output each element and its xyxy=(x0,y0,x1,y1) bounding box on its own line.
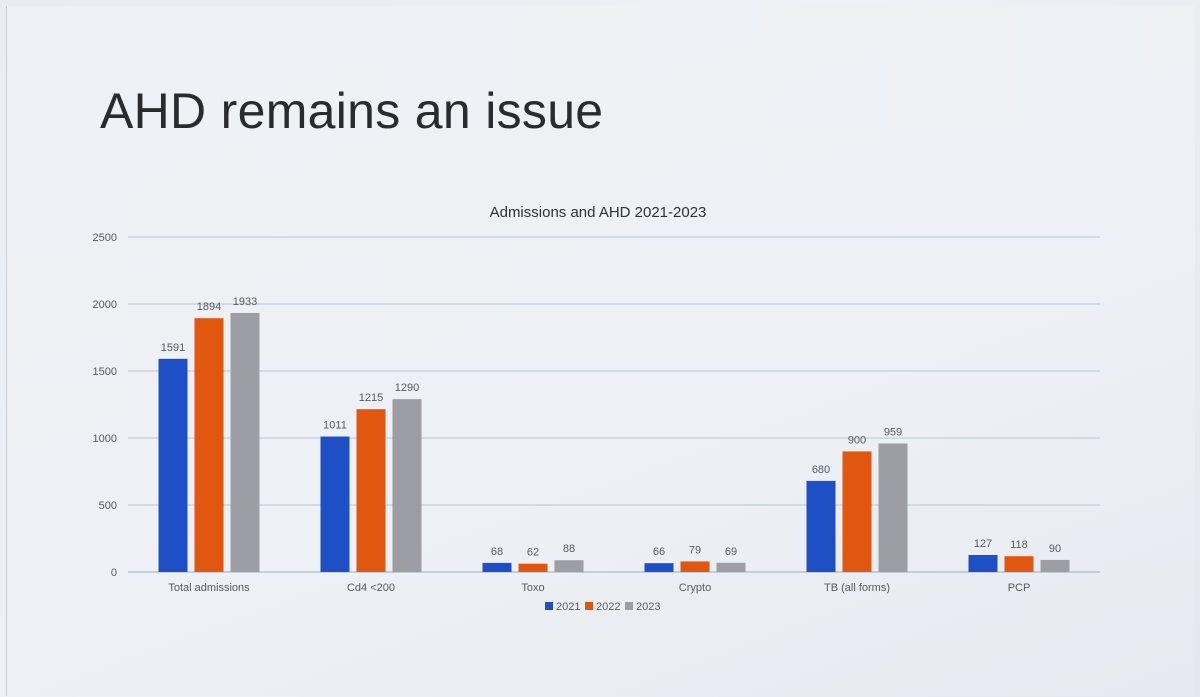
y-tick-label: 1000 xyxy=(93,433,117,445)
bar xyxy=(230,312,260,572)
data-label: 1591 xyxy=(161,342,185,354)
legend-swatch xyxy=(545,602,553,610)
slide-title: AHD remains an issue xyxy=(100,83,604,139)
data-label: 1933 xyxy=(233,296,257,308)
data-label: 1290 xyxy=(395,382,419,394)
x-axis-labels: Total admissions Cd4 <200 Toxo Crypto TB (al… xyxy=(168,582,1030,594)
gridlines xyxy=(128,236,1100,573)
x-category-label: PCP xyxy=(1008,582,1031,594)
y-tick-label: 2500 xyxy=(93,232,117,244)
data-label: 118 xyxy=(1010,539,1028,551)
chart-title: Admissions and AHD 2021-2023 xyxy=(490,204,707,221)
data-label: 1215 xyxy=(359,392,383,404)
legend-label: 2023 xyxy=(636,601,660,613)
data-label: 959 xyxy=(884,426,902,438)
bar xyxy=(392,399,422,572)
data-label: 68 xyxy=(491,546,503,558)
legend-swatch xyxy=(625,602,633,610)
data-label: 88 xyxy=(563,543,575,555)
bar xyxy=(518,563,548,572)
data-label: 680 xyxy=(812,464,830,476)
data-label: 69 xyxy=(725,546,737,558)
bar xyxy=(644,563,674,572)
legend-label: 2022 xyxy=(596,601,620,613)
bar xyxy=(194,318,224,572)
bar xyxy=(320,436,350,572)
data-label: 79 xyxy=(689,544,701,556)
y-axis-ticks: 0 500 1000 1500 2000 2500 xyxy=(93,232,117,579)
y-tick-label: 1500 xyxy=(93,366,117,378)
bar xyxy=(482,562,512,572)
legend: 2021 2022 2023 xyxy=(545,601,660,613)
bar xyxy=(716,562,746,572)
bar xyxy=(158,358,188,572)
data-label: 1894 xyxy=(197,301,221,313)
data-label: 900 xyxy=(848,434,866,446)
legend-label: 2021 xyxy=(556,601,580,613)
bar xyxy=(878,443,908,572)
data-labels: 1591 1894 1933 1011 1215 1290 68 62 88 66 79 69 680 9… xyxy=(161,296,1061,559)
bar xyxy=(554,560,584,572)
y-tick-label: 500 xyxy=(99,500,117,512)
bar xyxy=(1004,556,1034,572)
bar xyxy=(968,554,998,572)
x-category-label: Total admissions xyxy=(168,582,250,594)
data-label: 66 xyxy=(653,546,665,558)
bar xyxy=(842,451,872,572)
legend-swatch xyxy=(585,602,593,610)
y-tick-label: 2000 xyxy=(93,299,117,311)
bar xyxy=(356,409,386,572)
bars xyxy=(158,312,1070,572)
data-label: 90 xyxy=(1049,543,1061,555)
bar xyxy=(1040,559,1070,572)
bar xyxy=(806,480,836,572)
x-category-label: Toxo xyxy=(521,582,544,594)
bar xyxy=(680,561,710,572)
data-label: 62 xyxy=(527,547,539,559)
x-category-label: Cd4 <200 xyxy=(347,582,395,594)
data-label: 1011 xyxy=(323,420,347,432)
data-label: 127 xyxy=(974,538,992,550)
x-category-label: TB (all forms) xyxy=(824,582,890,594)
y-tick-label: 0 xyxy=(111,567,117,579)
x-category-label: Crypto xyxy=(679,582,711,594)
